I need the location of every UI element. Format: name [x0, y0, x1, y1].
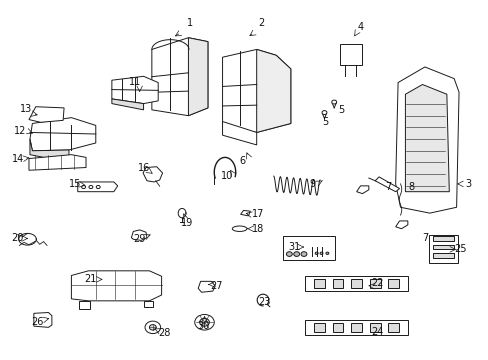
Polygon shape — [188, 38, 207, 116]
Polygon shape — [256, 49, 290, 132]
Polygon shape — [78, 182, 118, 192]
Polygon shape — [30, 139, 69, 162]
Circle shape — [286, 252, 292, 256]
Text: 6: 6 — [239, 156, 244, 166]
Bar — [432, 253, 453, 258]
Text: 24: 24 — [370, 327, 383, 337]
Polygon shape — [405, 85, 448, 192]
Text: 9: 9 — [309, 179, 315, 189]
Text: 26: 26 — [31, 317, 43, 327]
Text: 11: 11 — [128, 77, 141, 87]
Bar — [369, 323, 380, 332]
Circle shape — [89, 185, 93, 189]
Text: 21: 21 — [84, 274, 97, 284]
Polygon shape — [222, 122, 256, 145]
Circle shape — [301, 252, 306, 256]
Text: 8: 8 — [407, 182, 413, 192]
Polygon shape — [374, 177, 399, 192]
Text: 31: 31 — [287, 242, 300, 252]
Polygon shape — [79, 301, 90, 309]
Bar — [428, 235, 457, 263]
Bar — [369, 279, 380, 288]
Polygon shape — [71, 271, 161, 301]
Polygon shape — [198, 282, 215, 292]
Circle shape — [322, 111, 326, 114]
Circle shape — [325, 252, 328, 255]
Polygon shape — [112, 76, 158, 104]
Text: 2: 2 — [258, 18, 264, 28]
Text: 16: 16 — [138, 162, 150, 172]
Circle shape — [194, 315, 214, 330]
Polygon shape — [395, 221, 407, 229]
Circle shape — [315, 252, 318, 255]
Polygon shape — [339, 44, 361, 65]
Bar — [432, 236, 453, 241]
Bar — [350, 323, 361, 332]
Bar — [387, 323, 398, 332]
Text: 15: 15 — [68, 179, 81, 189]
Polygon shape — [131, 230, 147, 240]
Polygon shape — [356, 186, 368, 194]
Polygon shape — [112, 99, 143, 110]
Text: 1: 1 — [186, 18, 193, 28]
Polygon shape — [30, 118, 96, 151]
Text: 12: 12 — [14, 126, 26, 136]
Text: 23: 23 — [257, 297, 270, 307]
Text: 7: 7 — [385, 182, 391, 192]
Text: 19: 19 — [181, 218, 193, 228]
Polygon shape — [29, 107, 64, 122]
Bar — [282, 236, 334, 260]
Polygon shape — [29, 155, 86, 170]
Polygon shape — [143, 301, 153, 307]
Circle shape — [331, 100, 336, 104]
Bar — [332, 323, 343, 332]
Text: 3: 3 — [465, 179, 471, 189]
Text: 7: 7 — [421, 234, 427, 243]
Circle shape — [81, 185, 85, 189]
Bar — [305, 276, 407, 291]
Circle shape — [320, 252, 323, 255]
Polygon shape — [143, 167, 162, 182]
Text: 14: 14 — [12, 154, 24, 163]
Text: 18: 18 — [251, 224, 264, 234]
Polygon shape — [240, 210, 250, 216]
Bar — [314, 279, 325, 288]
Ellipse shape — [232, 226, 246, 231]
Circle shape — [149, 325, 156, 330]
Text: 17: 17 — [251, 209, 264, 219]
Text: 5: 5 — [337, 105, 344, 115]
Polygon shape — [34, 312, 52, 327]
Circle shape — [96, 185, 100, 189]
Text: 22: 22 — [370, 278, 383, 288]
Text: 4: 4 — [357, 22, 363, 32]
Text: 27: 27 — [209, 281, 222, 291]
Text: 28: 28 — [158, 328, 170, 338]
Text: 5: 5 — [321, 117, 327, 126]
Text: 29: 29 — [133, 234, 145, 244]
Text: 25: 25 — [453, 244, 466, 255]
Polygon shape — [395, 67, 458, 213]
Circle shape — [293, 252, 299, 256]
Text: 30: 30 — [197, 321, 209, 331]
Bar — [305, 320, 407, 335]
Circle shape — [145, 321, 160, 334]
Circle shape — [199, 318, 209, 326]
Bar — [314, 323, 325, 332]
Text: 20: 20 — [12, 234, 24, 243]
Polygon shape — [152, 38, 207, 116]
Text: 10: 10 — [221, 171, 233, 181]
Bar — [432, 245, 453, 249]
Bar — [350, 279, 361, 288]
Bar — [387, 279, 398, 288]
Text: 13: 13 — [20, 104, 32, 114]
Polygon shape — [222, 49, 290, 132]
Bar — [332, 279, 343, 288]
